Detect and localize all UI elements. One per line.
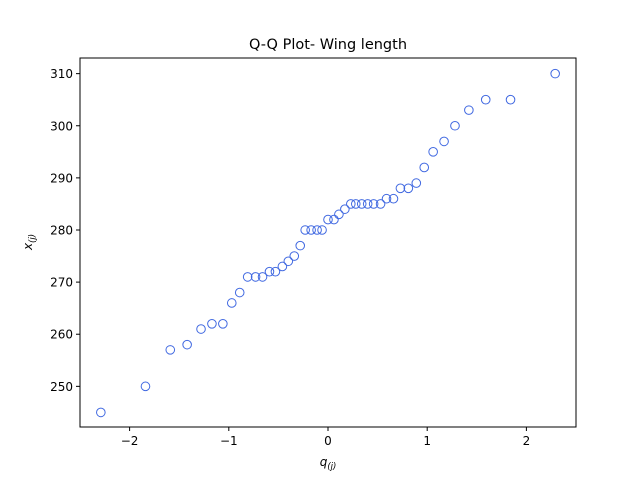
data-point — [388, 193, 399, 204]
data-point — [480, 94, 491, 105]
data-point — [96, 407, 106, 418]
data-point — [334, 209, 344, 220]
data-point — [140, 381, 151, 392]
data-point — [182, 339, 192, 350]
data-point — [218, 319, 228, 329]
x-tick-label: 2 — [523, 434, 531, 448]
data-point — [234, 287, 245, 298]
data-point — [368, 199, 379, 209]
data-point — [242, 272, 253, 282]
data-point — [165, 345, 176, 355]
data-point — [329, 214, 339, 225]
data-point — [428, 147, 438, 157]
data-point — [317, 225, 327, 235]
data-point — [375, 199, 386, 209]
data-point — [411, 178, 422, 188]
data-points — [96, 68, 560, 418]
y-tick-label: 290 — [50, 171, 73, 185]
x-axis-label-main: q — [320, 455, 328, 469]
y-axis-label-subscript: (j) — [28, 234, 38, 243]
data-point — [395, 183, 406, 194]
data-point — [550, 68, 560, 79]
y-tick-label: 280 — [50, 223, 73, 237]
data-point — [270, 266, 281, 277]
data-point — [450, 120, 460, 131]
x-tick-label: −1 — [220, 434, 238, 448]
data-point — [312, 225, 322, 235]
data-point — [323, 214, 333, 225]
x-tick-label: −2 — [121, 434, 139, 448]
y-tick-label: 270 — [50, 276, 73, 290]
data-point — [250, 272, 261, 282]
data-point — [340, 204, 350, 214]
data-point — [403, 183, 414, 194]
data-point — [356, 199, 367, 209]
x-tick-label: 1 — [423, 434, 431, 448]
y-tick-label: 260 — [50, 328, 73, 342]
data-point — [306, 225, 316, 235]
data-point — [196, 324, 206, 334]
x-axis-ticks: −2 −1 0 1 2 — [121, 427, 530, 448]
data-point — [439, 136, 449, 147]
data-point — [264, 266, 275, 277]
y-tick-label: 300 — [50, 119, 73, 133]
y-axis-label-main: x — [21, 242, 35, 251]
data-point — [289, 251, 300, 261]
x-axis-label-subscript: (j) — [327, 462, 336, 472]
x-tick-label: 0 — [324, 434, 332, 448]
y-axis-ticks: 250 260 270 280 290 300 310 — [50, 67, 80, 394]
data-point — [207, 319, 217, 329]
data-point — [350, 199, 361, 209]
data-point — [362, 199, 373, 209]
data-point — [381, 193, 392, 204]
data-point — [419, 162, 430, 173]
chart-title: Q-Q Plot- Wing length — [249, 37, 407, 53]
data-point — [283, 256, 294, 267]
data-point — [295, 240, 306, 251]
data-point — [277, 261, 288, 272]
data-point — [226, 298, 237, 308]
y-tick-label: 250 — [50, 380, 73, 394]
data-point — [257, 272, 268, 282]
data-point — [300, 225, 310, 235]
y-axis-label: x(j) — [21, 234, 38, 251]
data-point — [464, 105, 474, 115]
y-tick-label: 310 — [50, 67, 73, 81]
data-point — [346, 199, 356, 209]
data-point — [505, 94, 516, 105]
x-axis-label: q(j) — [320, 455, 337, 472]
